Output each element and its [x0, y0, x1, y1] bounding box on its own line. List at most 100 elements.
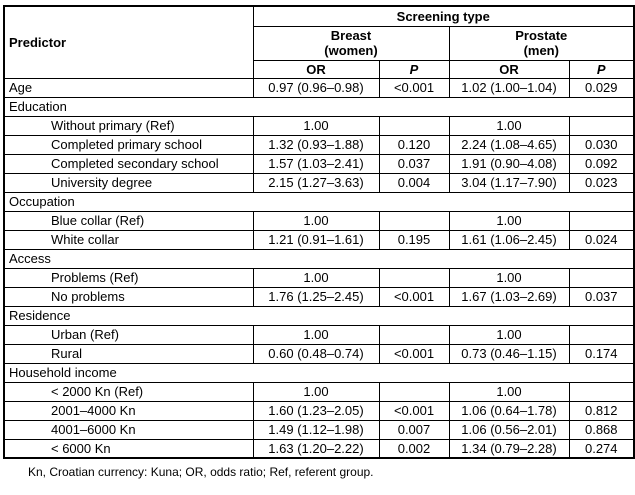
prostate-p-value: 0.030	[568, 134, 635, 155]
prostate-or-value: 1.00	[448, 324, 570, 345]
predictor-label: 2001–4000 Kn	[3, 400, 254, 421]
breast-or-value: 1.00	[252, 115, 380, 136]
prostate-or-value: 1.00	[448, 381, 570, 402]
table-row: Age 0.97 (0.96–0.98) <0.001 1.02 (1.00–1.04…	[3, 77, 635, 98]
prostate-or-value: 1.00	[448, 267, 570, 288]
table-row: Completed primary school 1.32 (0.93–1.88)…	[3, 134, 635, 155]
table-body: Age 0.97 (0.96–0.98) <0.001 1.02 (1.00–1.04…	[3, 77, 635, 459]
breast-p-value	[378, 381, 450, 402]
breast-or-value: 1.63 (1.20–2.22)	[252, 438, 380, 459]
breast-p-value: <0.001	[378, 400, 450, 421]
breast-p-value: 0.007	[378, 419, 450, 440]
predictor-label: Blue collar (Ref)	[3, 210, 254, 231]
prostate-or-value: 1.00	[448, 115, 570, 136]
prostate-or-value: 2.24 (1.08–4.65)	[448, 134, 570, 155]
breast-or-value: 0.60 (0.48–0.74)	[252, 343, 380, 364]
breast-or-value: 1.60 (1.23–2.05)	[252, 400, 380, 421]
breast-p-value: 0.195	[378, 229, 450, 250]
prostate-p-value: 0.868	[568, 419, 635, 440]
prostate-p-value: 0.174	[568, 343, 635, 364]
prostate-p-value: 0.024	[568, 229, 635, 250]
breast-p-value: <0.001	[378, 343, 450, 364]
breast-p-value: 0.002	[378, 438, 450, 459]
predictor-column-header: Predictor	[3, 5, 254, 79]
breast-or-value: 1.00	[252, 210, 380, 231]
table-row: < 6000 Kn 1.63 (1.20–2.22) 0.002 1.34 (0.79…	[3, 438, 635, 459]
breast-p-header: P	[378, 59, 450, 79]
predictor-label: Completed secondary school	[3, 153, 254, 174]
predictor-label: < 2000 Kn (Ref)	[3, 381, 254, 402]
prostate-group-line2: (men)	[523, 43, 559, 58]
breast-or-value: 1.76 (1.25–2.45)	[252, 286, 380, 307]
prostate-or-value: 1.67 (1.03–2.69)	[448, 286, 570, 307]
breast-or-value: 1.21 (0.91–1.61)	[252, 229, 380, 250]
prostate-or-value: 0.73 (0.46–1.15)	[448, 343, 570, 364]
prostate-p-value	[568, 324, 635, 345]
table-row: 4001–6000 Kn 1.49 (1.12–1.98) 0.007 1.06 (0…	[3, 419, 635, 440]
prostate-or-value: 3.04 (1.17–7.90)	[448, 172, 570, 193]
table-row: Without primary (Ref) 1.00 1.00	[3, 115, 635, 136]
table-row: Urban (Ref) 1.00 1.00	[3, 324, 635, 345]
breast-or-value: 1.32 (0.93–1.88)	[252, 134, 380, 155]
screening-results-table: Predictor Screening type Breast (women) …	[3, 5, 635, 459]
breast-p-value: 0.037	[378, 153, 450, 174]
section-label: Residence	[3, 305, 635, 326]
breast-group-header: Breast (women)	[252, 25, 450, 61]
prostate-or-value: 1.61 (1.06–2.45)	[448, 229, 570, 250]
prostate-p-value: 0.274	[568, 438, 635, 459]
breast-p-value	[378, 210, 450, 231]
predictor-label: 4001–6000 Kn	[3, 419, 254, 440]
breast-or-value: 1.57 (1.03–2.41)	[252, 153, 380, 174]
prostate-or-value: 1.06 (0.64–1.78)	[448, 400, 570, 421]
prostate-p-value: 0.037	[568, 286, 635, 307]
breast-or-value: 2.15 (1.27–3.63)	[252, 172, 380, 193]
section-row: Residence	[3, 305, 635, 326]
breast-group-line2: (women)	[324, 43, 378, 58]
table-header: Predictor Screening type Breast (women) …	[3, 5, 635, 79]
breast-or-value: 1.00	[252, 324, 380, 345]
section-label: Education	[3, 96, 635, 117]
section-row: Household income	[3, 362, 635, 383]
prostate-p-value: 0.092	[568, 153, 635, 174]
header-row-groups: Breast (women) Prostate (men)	[4, 25, 635, 61]
screening-type-header: Screening type	[252, 5, 635, 27]
breast-or-value: 0.97 (0.96–0.98)	[252, 77, 380, 98]
table-footnote: Kn, Croatian currency: Kuna; OR, odds ra…	[28, 465, 374, 479]
breast-p-value: 0.004	[378, 172, 450, 193]
predictor-label: No problems	[3, 286, 254, 307]
section-label: Occupation	[3, 191, 635, 212]
breast-p-value	[378, 267, 450, 288]
prostate-p-value: 0.023	[568, 172, 635, 193]
prostate-p-value	[568, 115, 635, 136]
prostate-p-value	[568, 267, 635, 288]
prostate-or-value: 1.02 (1.00–1.04)	[448, 77, 570, 98]
prostate-p-value: 0.029	[568, 77, 635, 98]
table-row: 2001–4000 Kn 1.60 (1.23–2.05) <0.001 1.06 (…	[3, 400, 635, 421]
breast-p-value: <0.001	[378, 77, 450, 98]
breast-or-value: 1.00	[252, 267, 380, 288]
breast-or-value: 1.00	[252, 381, 380, 402]
breast-or-header: OR	[252, 59, 380, 79]
table-row: No problems 1.76 (1.25–2.45) <0.001 1.67 (1…	[3, 286, 635, 307]
table-row: University degree 2.15 (1.27–3.63) 0.004 3.…	[3, 172, 635, 193]
header-row-top: Predictor Screening type	[3, 5, 635, 79]
table-row: Blue collar (Ref) 1.00 1.00	[3, 210, 635, 231]
predictor-label: Rural	[3, 343, 254, 364]
table-row: Rural 0.60 (0.48–0.74) <0.001 0.73 (0.46–1.…	[3, 343, 635, 364]
prostate-or-value: 1.00	[448, 210, 570, 231]
prostate-group-line1: Prostate	[515, 28, 568, 43]
predictor-label: Completed primary school	[3, 134, 254, 155]
table-row: Completed secondary school 1.57 (1.03–2.4…	[3, 153, 635, 174]
predictor-label: Problems (Ref)	[3, 267, 254, 288]
breast-p-value: 0.120	[378, 134, 450, 155]
breast-p-value	[378, 324, 450, 345]
breast-p-value: <0.001	[378, 286, 450, 307]
table-row: White collar 1.21 (0.91–1.61) 0.195 1.61 (1…	[3, 229, 635, 250]
section-row: Education	[3, 96, 635, 117]
prostate-p-header: P	[568, 59, 635, 79]
prostate-or-value: 1.91 (0.90–4.08)	[448, 153, 570, 174]
predictor-label: White collar	[3, 229, 254, 250]
prostate-or-value: 1.06 (0.56–2.01)	[448, 419, 570, 440]
predictor-label: University degree	[3, 172, 254, 193]
